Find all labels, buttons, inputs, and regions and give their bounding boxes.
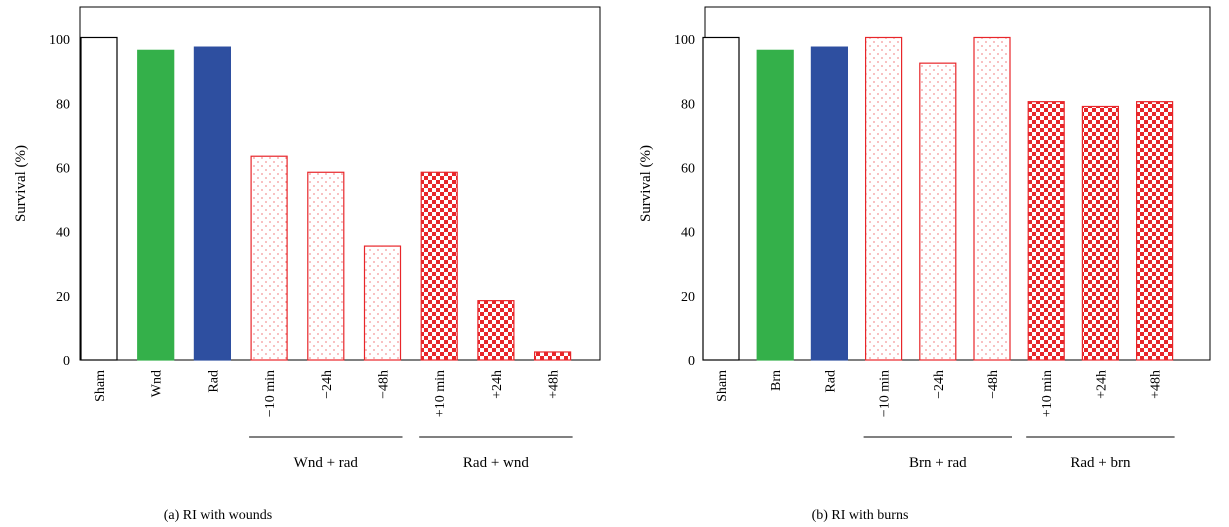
group-label: Rad + wnd bbox=[463, 455, 529, 471]
bar-0 bbox=[80, 36, 118, 361]
x-tick-label: Wnd bbox=[150, 370, 165, 397]
x-tick-label: −48h bbox=[377, 370, 392, 399]
bar-5 bbox=[973, 36, 1011, 361]
bar-2 bbox=[193, 46, 231, 361]
bar-4 bbox=[919, 62, 957, 361]
y-tick-label: 20 bbox=[56, 290, 70, 305]
bar-2 bbox=[810, 46, 849, 361]
bar-8 bbox=[533, 351, 572, 361]
group-label: Brn + rad bbox=[909, 455, 967, 471]
chart-burns: 0 20 40 60 80 100 Survival (%) Sham Brn Rad −10 mi… bbox=[638, 6, 1211, 471]
bar-6 bbox=[1027, 101, 1065, 361]
bar-3 bbox=[864, 36, 903, 361]
chart-wounds: 0 20 40 60 80 100 Survival (%) Sham Wnd Rad −10 mi… bbox=[13, 6, 601, 471]
x-tick-label: +48h bbox=[547, 370, 562, 399]
y-tick-label: 0 bbox=[688, 354, 695, 369]
x-tick-label: −10 min bbox=[878, 370, 893, 417]
y-tick-label: 40 bbox=[681, 226, 695, 241]
group-label: Rad + brn bbox=[1070, 455, 1131, 471]
x-tick-label: −24h bbox=[320, 370, 335, 399]
caption-wounds: (a) RI with wounds bbox=[164, 508, 273, 523]
y-tick-label: 0 bbox=[63, 354, 70, 369]
bar-6 bbox=[420, 171, 458, 361]
x-tick-label: +24h bbox=[490, 370, 505, 399]
y-tick-label: 60 bbox=[56, 161, 70, 176]
x-tick-label: Sham bbox=[93, 370, 108, 402]
y-tick-label: 80 bbox=[681, 97, 695, 112]
bar-7 bbox=[477, 300, 515, 361]
x-tick-label: +10 min bbox=[1040, 370, 1055, 417]
x-tick-label: −10 min bbox=[263, 370, 278, 417]
y-tick-label: 80 bbox=[56, 97, 70, 112]
bar-1 bbox=[137, 49, 175, 361]
x-tick-label: Rad bbox=[206, 370, 221, 393]
y-tick-label: 40 bbox=[56, 226, 70, 241]
x-tick-label: +48h bbox=[1149, 370, 1164, 399]
y-tick-label: 100 bbox=[674, 33, 695, 48]
y-tick-label: 100 bbox=[49, 33, 70, 48]
x-tick-label: −48h bbox=[986, 370, 1001, 399]
x-tick-label: +24h bbox=[1094, 370, 1109, 399]
x-tick-label: Brn bbox=[769, 370, 784, 391]
x-tick-label: Sham bbox=[715, 370, 730, 402]
bar-1 bbox=[756, 49, 794, 361]
group-label: Wnd + rad bbox=[294, 455, 359, 471]
bar-0 bbox=[702, 36, 740, 361]
bar-3 bbox=[250, 155, 288, 361]
bar-4 bbox=[307, 171, 345, 361]
bar-7 bbox=[1081, 105, 1120, 361]
bar-8 bbox=[1135, 101, 1174, 361]
y-axis-title: Survival (%) bbox=[638, 145, 654, 222]
y-tick-label: 60 bbox=[681, 161, 695, 176]
y-axis-title: Survival (%) bbox=[13, 145, 29, 222]
caption-burns: (b) RI with burns bbox=[812, 508, 909, 523]
y-tick-label: 20 bbox=[681, 290, 695, 305]
bar-5 bbox=[363, 245, 402, 361]
x-tick-label: −24h bbox=[932, 370, 947, 399]
x-tick-label: Rad bbox=[823, 370, 838, 393]
x-tick-label: +10 min bbox=[433, 370, 448, 417]
